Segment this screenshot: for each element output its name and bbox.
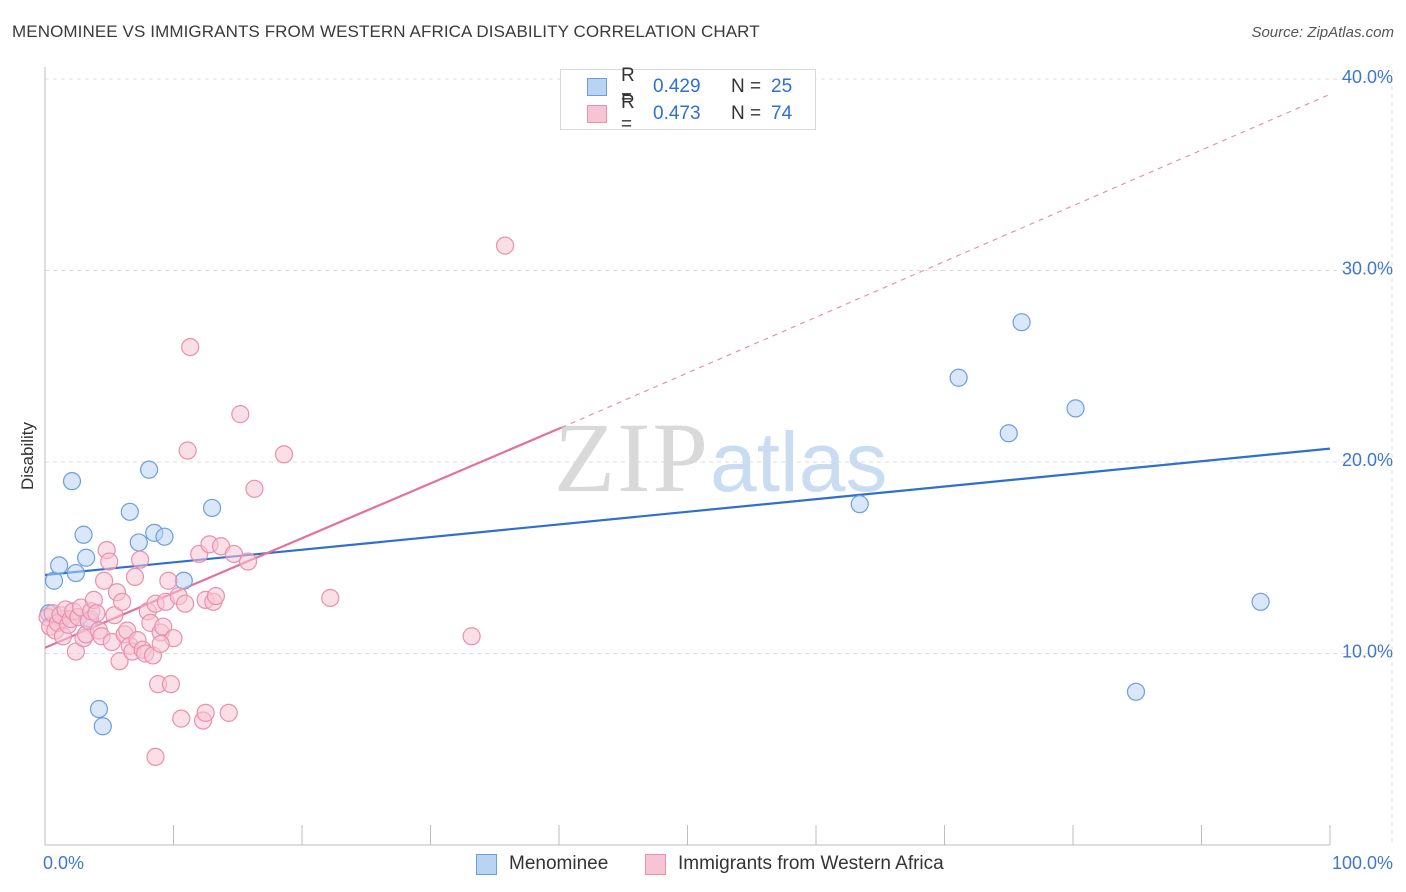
- legend-n-label: N =: [731, 103, 762, 124]
- point-western-africa: [181, 338, 200, 357]
- point-menominee: [89, 699, 109, 719]
- legend-n-label: N =: [731, 76, 762, 97]
- bottom-legend-label: Menominee: [509, 853, 609, 874]
- point-menominee: [66, 563, 85, 583]
- chart-title: MENOMINEE VS IMMIGRANTS FROM WESTERN AFR…: [12, 22, 760, 41]
- point-menominee: [1126, 682, 1146, 701]
- point-western-africa: [238, 552, 258, 571]
- point-western-africa: [321, 588, 340, 608]
- point-menominee: [120, 502, 139, 521]
- point-menominee: [74, 525, 93, 544]
- point-western-africa: [95, 571, 114, 590]
- point-menominee: [77, 548, 96, 567]
- point-menominee: [1066, 399, 1085, 418]
- point-western-africa: [112, 592, 132, 611]
- legend-r-label: R =: [621, 65, 635, 108]
- watermark-zip: ZIP: [554, 402, 710, 513]
- point-western-africa: [231, 405, 250, 424]
- point-menominee: [999, 424, 1018, 443]
- point-western-africa: [178, 441, 197, 460]
- legend-r-value: 0.429: [653, 76, 701, 97]
- source-credit: Source: ZipAtlas.com: [1251, 24, 1394, 41]
- point-western-africa: [175, 594, 195, 613]
- point-western-africa: [224, 544, 243, 564]
- point-western-africa: [245, 479, 264, 498]
- y-tick-label: 20.0%: [1342, 450, 1393, 470]
- y-tick-label: 40.0%: [1342, 67, 1393, 87]
- point-menominee: [129, 533, 148, 552]
- point-western-africa: [462, 627, 481, 646]
- y-tick-label: 10.0%: [1342, 642, 1393, 662]
- point-western-africa: [100, 552, 119, 571]
- point-western-africa: [161, 675, 181, 694]
- legend-row-menominee: R = 0.429 N = 25: [587, 65, 793, 108]
- trendline-western-africa-extension: [561, 93, 1331, 429]
- bottom-legend-swatch-menominee: [476, 853, 497, 875]
- bottom-legend-menominee: Menominee: [476, 852, 608, 876]
- point-western-africa: [274, 445, 294, 464]
- point-western-africa: [196, 703, 215, 722]
- point-western-africa: [66, 642, 85, 661]
- point-western-africa: [159, 571, 178, 590]
- point-western-africa: [130, 550, 150, 569]
- point-western-africa: [219, 703, 238, 722]
- legend-swatch-menominee: [587, 78, 607, 96]
- point-menominee: [202, 498, 222, 518]
- legend-row-western-africa: R = 0.473 N = 74: [587, 92, 793, 135]
- point-western-africa: [172, 709, 191, 728]
- bottom-legend-western-africa: Immigrants from Western Africa: [645, 852, 944, 876]
- point-western-africa: [125, 567, 145, 587]
- point-western-africa: [206, 586, 226, 606]
- trendline-western-africa: [44, 426, 563, 649]
- point-western-africa: [146, 747, 165, 767]
- point-layer: [38, 236, 1270, 767]
- x-tick-label-max: 100.0%: [1332, 853, 1393, 873]
- point-western-africa: [105, 606, 124, 625]
- bottom-legend-label: Immigrants from Western Africa: [678, 853, 944, 874]
- point-menominee: [949, 368, 968, 387]
- legend-n-value: 25: [771, 76, 793, 97]
- point-menominee: [174, 571, 193, 590]
- point-western-africa: [154, 617, 173, 636]
- stats-legend: R = 0.429 N = 25 R = 0.473 N = 74: [560, 65, 816, 135]
- legend-r-label: R =: [621, 92, 635, 135]
- bottom-legend-swatch-western-africa: [645, 853, 666, 875]
- x-tick-label-min: 0.0%: [43, 853, 84, 873]
- point-menominee: [44, 571, 64, 590]
- y-axis-label: Disability: [18, 421, 37, 491]
- point-menominee: [850, 495, 869, 514]
- point-menominee: [1012, 313, 1031, 332]
- point-menominee: [139, 460, 159, 479]
- point-western-africa: [151, 634, 170, 654]
- legend-r-value: 0.473: [653, 103, 701, 124]
- grid-layer: [45, 70, 1393, 845]
- watermark: ZIPatlas: [554, 400, 887, 515]
- axis-layer: [44, 67, 1331, 846]
- point-western-africa: [110, 652, 129, 671]
- y-tick-label: 30.0%: [1342, 259, 1393, 279]
- point-western-africa: [495, 236, 515, 255]
- tick-label-layer: 10.0% 20.0% 30.0% 40.0% 0.0% 100.0%: [43, 67, 1393, 873]
- point-menominee: [50, 556, 69, 575]
- legend-swatch-western-africa: [587, 105, 607, 123]
- point-menominee: [1251, 592, 1270, 611]
- point-menominee: [155, 527, 174, 546]
- trend-layer: [44, 93, 1331, 649]
- point-menominee: [93, 717, 112, 736]
- trendline-menominee: [44, 447, 1331, 577]
- legend-n-value: 74: [771, 103, 793, 124]
- point-menominee: [62, 472, 82, 491]
- point-western-africa: [87, 604, 106, 623]
